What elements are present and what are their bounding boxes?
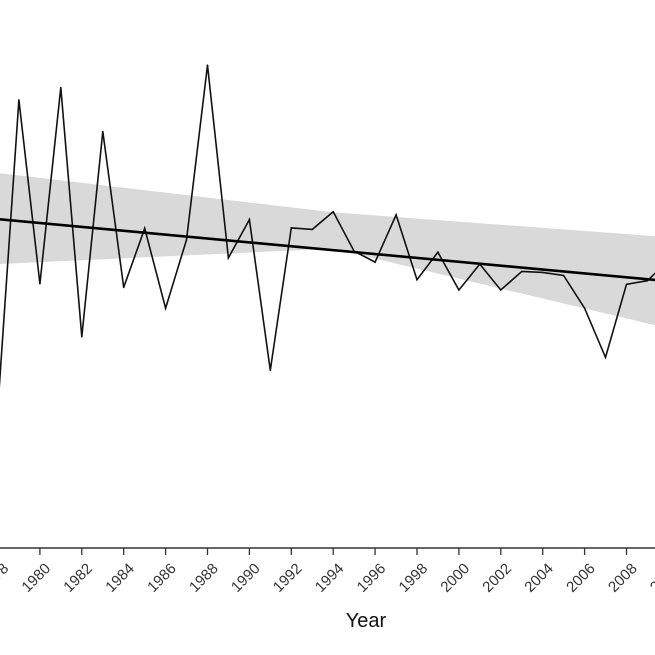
data-point-1994 [332, 211, 335, 213]
x-tick-label-1988: 1988 [186, 560, 222, 596]
data-point-1987 [185, 239, 188, 241]
x-tick-label-1994: 1994 [312, 560, 348, 596]
x-tick-label-1978: 1978 [0, 560, 12, 596]
x-tick-label-1996: 1996 [354, 560, 390, 596]
x-tick-label-1986: 1986 [144, 560, 180, 596]
x-tick-label-1992: 1992 [270, 560, 306, 596]
data-point-1988 [206, 64, 209, 66]
x-tick-label-2010: 2010 [647, 560, 655, 596]
data-point-2003 [521, 270, 523, 273]
data-point-1999 [437, 251, 439, 253]
data-point-1992 [290, 227, 293, 229]
data-point-1997 [395, 214, 397, 216]
data-point-2004 [541, 271, 544, 274]
data-point-2008 [625, 283, 628, 286]
data-point-2006 [583, 307, 586, 310]
x-tick-label-2008: 2008 [605, 560, 641, 596]
x-tick-label-1980: 1980 [18, 560, 54, 596]
x-tick-label-2004: 2004 [521, 560, 557, 596]
x-tick-label-1998: 1998 [396, 560, 432, 596]
data-point-1982 [81, 335, 83, 338]
x-axis-title: Year [346, 610, 387, 632]
data-point-1998 [416, 278, 418, 281]
data-point-2007 [604, 356, 607, 359]
x-tick-label-1982: 1982 [60, 560, 96, 596]
data-point-1985 [143, 227, 146, 230]
data-point-1984 [122, 286, 125, 289]
data-point-1990 [248, 218, 251, 221]
data-point-1983 [102, 130, 104, 133]
x-tick-label-2006: 2006 [563, 560, 599, 596]
data-point-1991 [269, 369, 272, 372]
data-point-1980 [39, 283, 41, 285]
x-tick-label-1990: 1990 [228, 560, 264, 596]
data-point-2002 [500, 289, 502, 291]
confidence-band [0, 173, 655, 326]
data-point-1989 [227, 257, 230, 259]
x-tick-label-2000: 2000 [437, 560, 473, 596]
x-tick-label-2002: 2002 [479, 560, 515, 596]
data-point-1996 [374, 261, 376, 263]
data-point-2000 [458, 289, 460, 291]
x-tick-label-1984: 1984 [102, 560, 138, 596]
data-point-1981 [60, 86, 62, 89]
data-point-1979 [18, 99, 20, 101]
data-point-1986 [164, 307, 167, 310]
trend-line [0, 217, 655, 282]
data-point-1993 [311, 228, 314, 231]
data-point-2005 [562, 274, 565, 277]
